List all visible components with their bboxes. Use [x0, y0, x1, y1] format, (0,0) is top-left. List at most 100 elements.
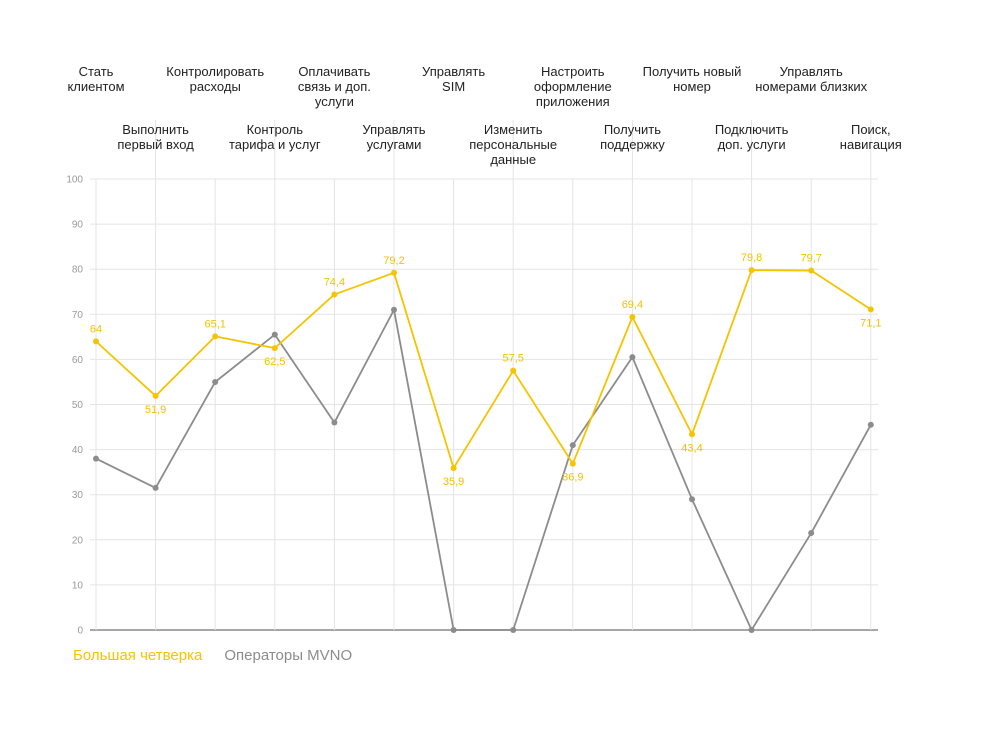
data-point [748, 627, 755, 633]
data-label: 43,4 [681, 442, 702, 454]
series-lines [95, 269, 872, 631]
data-label: 36,9 [562, 472, 583, 484]
data-point [689, 496, 695, 503]
data-point [569, 460, 576, 467]
y-tick-label: 90 [72, 220, 84, 231]
data-point [808, 267, 815, 274]
category-label-line: Выполнить [122, 122, 189, 137]
y-tick-label: 100 [66, 175, 83, 186]
series-points [93, 267, 874, 633]
category-label-line: Получить новый [643, 64, 742, 79]
data-point [331, 291, 338, 298]
category-label: Оплачивать связь и доп. услуги [298, 64, 371, 109]
category-label-line: Получить [604, 122, 661, 137]
data-point [391, 269, 397, 276]
category-label-line: поддержку [600, 137, 665, 152]
category-label-line: навигация [840, 137, 902, 152]
data-label: 71,1 [860, 317, 881, 329]
data-point [629, 314, 636, 321]
category-label: Управлять SIM [422, 64, 485, 94]
category-label: Контролировать расходы [166, 64, 264, 94]
data-point [629, 354, 636, 361]
data-label: 51,9 [145, 404, 166, 416]
data-point [271, 331, 278, 338]
data-point [331, 419, 338, 426]
y-tick-label: 70 [72, 310, 84, 321]
category-label-line: услуги [315, 94, 354, 109]
y-tick-label: 80 [72, 265, 84, 276]
data-point [212, 378, 219, 385]
category-label: Стать клиентом [67, 64, 124, 94]
data-point [152, 392, 159, 399]
category-label: Получить поддержку [600, 122, 665, 152]
series-line [95, 269, 872, 469]
data-point [93, 455, 99, 462]
legend: Большая четверка Операторы MVNO [73, 647, 352, 664]
category-label: Управлять услугами [362, 122, 425, 152]
data-point [93, 338, 99, 345]
category-label-line: первый вход [117, 137, 194, 152]
category-label: Получить новый номер [643, 64, 742, 94]
category-label-line: Оплачивать [298, 64, 370, 79]
data-label: 62,5 [264, 356, 285, 368]
category-label: Управлять номерами близких [755, 64, 867, 94]
category-label-line: приложения [536, 94, 610, 109]
category-label-line: связь и доп. [298, 79, 371, 94]
data-point [867, 306, 874, 313]
category-label-line: услугами [367, 137, 422, 152]
category-label: Настроить оформление приложения [534, 64, 612, 109]
category-label-line: доп. услуги [718, 137, 786, 152]
category-label-line: данные [490, 152, 536, 167]
data-point [569, 442, 576, 449]
data-point [450, 465, 457, 472]
y-tick-label: 40 [72, 445, 84, 456]
data-label: 79,7 [800, 253, 821, 265]
category-label-line: оформление [534, 79, 612, 94]
grid [90, 120, 878, 631]
y-tick-label: 60 [72, 355, 84, 366]
data-point [510, 627, 517, 633]
category-label-line: Подключить [715, 122, 789, 137]
legend-item-mvno: Операторы MVNO [224, 647, 353, 664]
data-label: 79,8 [741, 252, 762, 264]
category-label-line: тарифа и услуг [229, 137, 321, 152]
category-label: Выполнить первый вход [117, 122, 194, 152]
category-label-line: персональные [469, 137, 557, 152]
category-labels: Стать клиентом Выполнить первый вход Контрол… [67, 64, 901, 167]
category-label-line: Контроль [247, 122, 304, 137]
data-label: 64 [90, 323, 102, 335]
data-point [391, 306, 397, 313]
data-point [152, 484, 159, 491]
y-tick-label: 10 [72, 580, 84, 591]
y-tick-label: 0 [77, 626, 83, 637]
category-label-line: Управлять [780, 64, 843, 79]
data-label: 65,1 [204, 318, 225, 330]
category-label-line: Управлять [422, 64, 485, 79]
y-tick-label: 30 [72, 490, 84, 501]
category-label: Контроль тарифа и услуг [229, 122, 321, 152]
data-point [748, 267, 755, 274]
data-point [212, 333, 219, 340]
data-label: 69,4 [622, 299, 643, 311]
y-tick-label: 50 [72, 400, 84, 411]
category-label-line: Контролировать [166, 64, 264, 79]
data-label: 57,5 [502, 353, 523, 365]
category-label-line: номер [673, 79, 711, 94]
series-line [95, 308, 872, 631]
y-axis-ticks: 0 10 20 30 40 50 60 70 80 90 100 [66, 175, 83, 637]
category-label: Подключить доп. услуги [715, 122, 789, 152]
category-label-line: Поиск, [851, 122, 891, 137]
data-point [450, 627, 457, 633]
data-labels: 64 51,9 65,1 62,5 74,4 79,2 35,9 57,5 36,9 69,4 43… [90, 252, 882, 488]
data-point [867, 421, 874, 428]
data-point [271, 345, 278, 352]
legend-item-big-four: Большая четверка [73, 647, 203, 664]
data-point [689, 431, 695, 438]
category-label-line: расходы [190, 79, 241, 94]
data-label: 35,9 [443, 476, 464, 488]
data-point [808, 530, 815, 537]
y-tick-label: 20 [72, 535, 84, 546]
category-label-line: клиентом [67, 79, 124, 94]
category-label-line: Управлять [362, 122, 425, 137]
